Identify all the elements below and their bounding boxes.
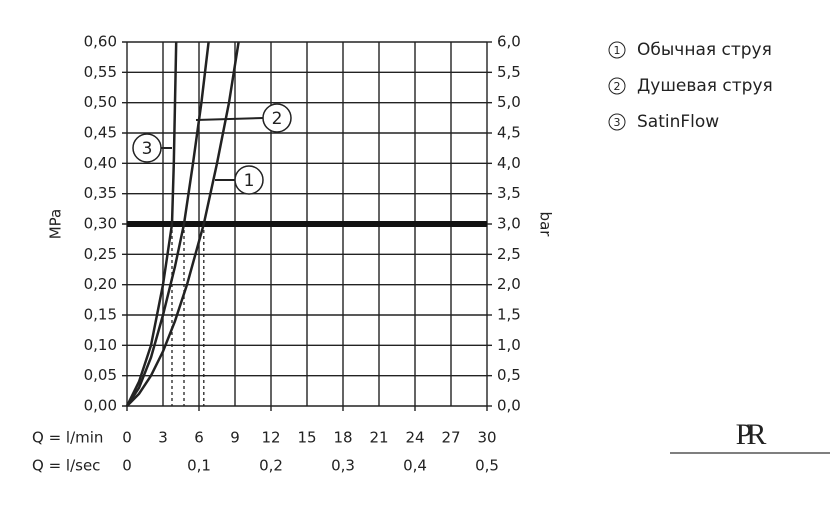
x-tick-label: 24	[405, 429, 424, 447]
callout-circle	[234, 165, 264, 195]
y2-tick-label: 1,5	[497, 306, 521, 324]
y-tick-label: 0,40	[84, 154, 117, 172]
y2-tick-label: 3,0	[497, 215, 521, 233]
x-tick-label: 15	[297, 429, 316, 447]
x2-axis-label: Q = l/sec	[32, 457, 100, 475]
x-tick-label: 12	[261, 429, 280, 447]
y-tick-label: 0,25	[84, 245, 117, 263]
x-tick-label: 18	[333, 429, 352, 447]
x-tick-label: 21	[369, 429, 388, 447]
callout-label: 2	[272, 109, 283, 129]
legend-symbol	[608, 41, 626, 59]
y2-tick-label: 5,5	[497, 63, 521, 81]
y2-tick-label: 6,0	[497, 33, 521, 51]
y2-axis-label: bar	[537, 212, 555, 238]
y-tick-label: 0,00	[84, 397, 117, 415]
legend-symbol-label: 2	[614, 80, 621, 93]
x2-tick-label: 0,1	[187, 457, 211, 475]
x-tick-label: 9	[230, 429, 240, 447]
x2-tick-label: 0,2	[259, 457, 283, 475]
x-tick-label: 30	[477, 429, 496, 447]
y-tick-label: 0,60	[84, 33, 117, 51]
x-tick-label: 6	[194, 429, 204, 447]
callout-circle	[132, 133, 162, 163]
legend-label: SatinFlow	[637, 112, 719, 132]
y-tick-label: 0,20	[84, 275, 117, 293]
x2-tick-label: 0,5	[475, 457, 499, 475]
y-tick-label: 0,10	[84, 336, 117, 354]
x2-tick-label: 0	[122, 457, 132, 475]
legend-symbol	[608, 113, 626, 131]
legend-label: Обычная струя	[637, 40, 772, 60]
y2-tick-label: 1,0	[497, 336, 521, 354]
y2-tick-label: 4,0	[497, 154, 521, 172]
x2-tick-label: 0,4	[403, 457, 427, 475]
callout-label: 1	[244, 171, 255, 191]
y-tick-label: 0,50	[84, 93, 117, 111]
y-tick-label: 0,55	[84, 63, 117, 81]
callout-label: 3	[142, 139, 153, 159]
y2-tick-label: 0,0	[497, 397, 521, 415]
y2-tick-label: 2,5	[497, 245, 521, 263]
x-tick-label: 0	[122, 429, 132, 447]
series-line	[125, 41, 178, 407]
y-tick-label: 0,45	[84, 124, 117, 142]
x-axis-label: Q = l/min	[32, 429, 103, 447]
callout-leader	[195, 117, 264, 121]
series-line	[126, 41, 240, 407]
y2-tick-label: 3,5	[497, 184, 521, 202]
y2-tick-label: 2,0	[497, 275, 521, 293]
y-tick-label: 0,05	[84, 366, 117, 384]
callout-circle	[262, 103, 292, 133]
legend-symbol	[608, 77, 626, 95]
x-tick-label: 27	[441, 429, 460, 447]
legend-symbol-label: 3	[614, 116, 621, 129]
y2-tick-label: 0,5	[497, 366, 521, 384]
y-axis-label: MPa	[47, 209, 65, 240]
y-tick-label: 0,35	[84, 184, 117, 202]
y2-tick-label: 5,0	[497, 93, 521, 111]
legend-label: Душевая струя	[637, 76, 773, 96]
legend-symbol-label: 1	[614, 44, 621, 57]
y2-tick-label: 4,5	[497, 124, 521, 142]
logo: PR	[736, 418, 767, 451]
y-tick-label: 0,30	[84, 215, 117, 233]
x-tick-label: 3	[158, 429, 168, 447]
y-tick-label: 0,15	[84, 306, 117, 324]
series-line	[125, 41, 210, 407]
x2-tick-label: 0,3	[331, 457, 355, 475]
